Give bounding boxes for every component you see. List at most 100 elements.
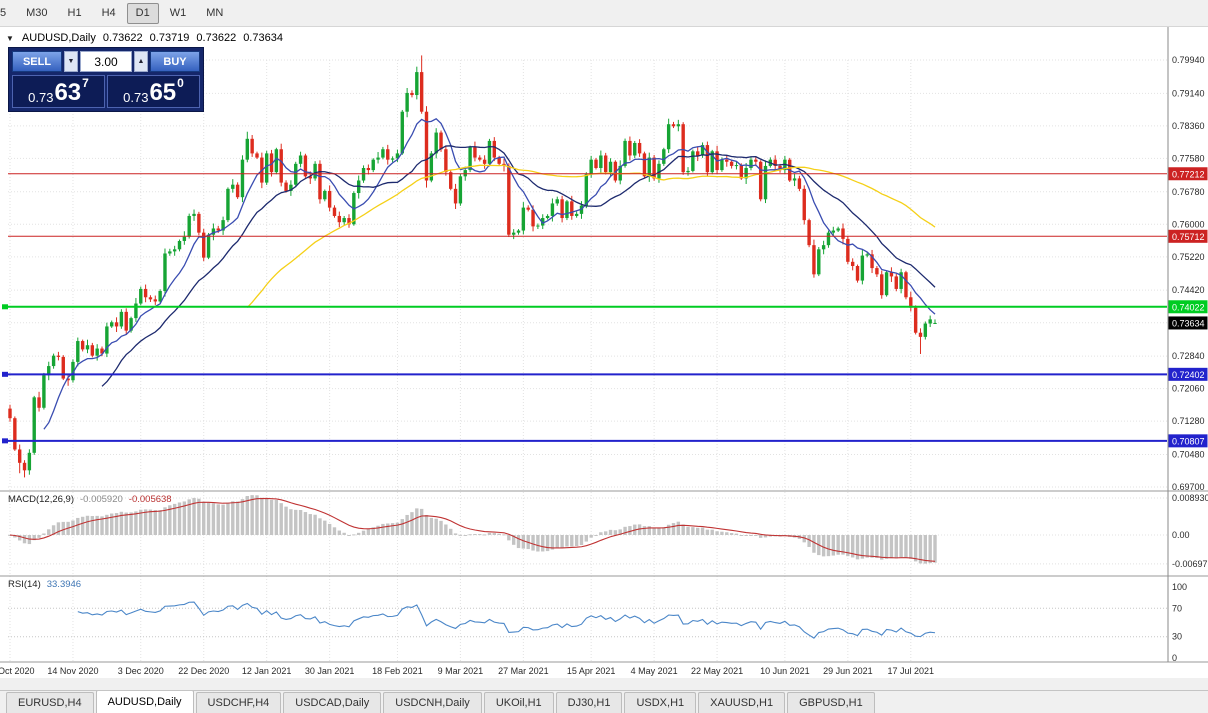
horizontal-level-lines[interactable] [2,173,1167,444]
svg-text:0.72840: 0.72840 [1172,351,1205,361]
macd-signal-line [9,497,936,562]
timeframe-button-m30[interactable]: M30 [26,7,48,19]
svg-text:29 Jun 2021: 29 Jun 2021 [823,666,873,676]
rsi-title: RSI(14) [8,579,41,590]
svg-text:17 Jul 2021: 17 Jul 2021 [888,666,935,676]
svg-text:0.76780: 0.76780 [1172,187,1205,197]
svg-text:0.77212: 0.77212 [1172,169,1205,179]
svg-text:0.79940: 0.79940 [1172,55,1205,65]
svg-text:27 Oct 2020: 27 Oct 2020 [0,666,35,676]
sell-price-display[interactable]: 0.73 63 7 [12,75,105,108]
svg-text:22 Dec 2020: 22 Dec 2020 [178,666,229,676]
svg-text:3 Dec 2020: 3 Dec 2020 [118,666,164,676]
timeframe-button-5[interactable]: 5 [0,7,7,19]
svg-text:12 Jan 2021: 12 Jan 2021 [242,666,292,676]
level-price-tag-0.75712 [1168,229,1208,243]
moving-averages-layer [43,117,936,430]
buy-button[interactable]: BUY [150,51,200,72]
svg-text:0.73634: 0.73634 [1172,318,1205,328]
volume-decrement-button[interactable]: ▼ [64,51,78,72]
svg-text:0.74022: 0.74022 [1172,302,1205,312]
chart-tab-eurusd-h4[interactable]: EURUSD,H4 [6,692,94,713]
svg-text:0.76000: 0.76000 [1172,219,1205,229]
price-tags: 0.77212 0.75712 0.74022 0.72402 0.70807 0.736… [1168,167,1208,448]
buy-price-base: 0.73 [123,90,149,105]
svg-text:0.72060: 0.72060 [1172,384,1205,394]
ohlc-high: 0.73719 [149,32,190,44]
one-click-trading-panel: SELL ▼ 3.00 ▲ BUY 0.73 63 7 0.73 65 0 [8,47,204,112]
svg-text:9 Mar 2021: 9 Mar 2021 [438,666,484,676]
svg-text:0.72402: 0.72402 [1172,370,1205,380]
chart-tab-usdx-h1[interactable]: USDX,H1 [624,692,697,713]
svg-text:70: 70 [1172,603,1182,613]
svg-text:10 Jun 2021: 10 Jun 2021 [760,666,810,676]
chart-tab-audusd-daily[interactable]: AUDUSD,Daily [95,691,194,713]
candles-layer [8,55,937,478]
level-price-tag-0.74022 [1168,300,1208,314]
chart-tab-usdcnh-daily[interactable]: USDCNH,Daily [383,692,482,713]
buy-price-pips: 65 [149,79,177,106]
svg-text:-0.00697: -0.00697 [1172,559,1208,569]
current-price-tag [1168,316,1208,330]
svg-text:18 Feb 2021: 18 Feb 2021 [372,666,423,676]
sell-price-base: 0.73 [28,90,54,105]
svg-text:0.70480: 0.70480 [1172,449,1205,459]
chart-tab-gbpusd-h1[interactable]: GBPUSD,H1 [787,692,875,713]
moving-average-20 [101,145,936,387]
level-price-tag-0.72402 [1168,367,1208,381]
chart-tab-xauusd-h1[interactable]: XAUUSD,H1 [698,692,786,713]
ohlc-close: 0.73634 [243,32,283,44]
rsi-pane [8,601,1167,639]
chart-symbol-label: AUDUSD,Daily [21,32,96,44]
chart-tab-usdchf-h4[interactable]: USDCHF,H4 [195,692,282,713]
rsi-indicator-label: RSI(14) 33.3946 [8,579,81,590]
sell-button[interactable]: SELL [12,51,62,72]
rsi-line [77,601,936,639]
svg-text:0: 0 [1172,653,1177,663]
sell-price-pips: 63 [54,79,82,106]
svg-text:0.008930: 0.008930 [1172,493,1208,503]
rsi-value: 33.3946 [46,579,82,590]
svg-text:0.69700: 0.69700 [1172,482,1205,492]
buy-price-display[interactable]: 0.73 65 0 [107,75,200,108]
ohlc-open: 0.73622 [102,32,143,44]
svg-text:14 Nov 2020: 14 Nov 2020 [47,666,98,676]
svg-text:0.77580: 0.77580 [1172,153,1205,163]
macd-signal-value: -0.005638 [128,494,172,505]
svg-text:30 Jan 2021: 30 Jan 2021 [305,666,355,676]
one-click-trading-toggle-icon[interactable]: ▼ [6,33,14,43]
chart-tab-usdcad-daily[interactable]: USDCAD,Daily [283,692,382,713]
timeframe-button-h4[interactable]: H4 [101,7,116,19]
timeframe-button-mn[interactable]: MN [206,7,224,19]
macd-main-value: -0.005920 [80,494,123,505]
timeframe-toolbar: 5 M30 H1 H4 D1 W1 MN [0,0,1208,27]
svg-text:0.70807: 0.70807 [1172,436,1205,446]
chart-tab-dj30-h1[interactable]: DJ30,H1 [555,692,623,713]
price-chart[interactable]: 0.79940 0.79140 0.78360 0.77580 0.76780 0.760… [0,27,1208,678]
svg-text:0.75712: 0.75712 [1172,232,1205,242]
level-price-tag-0.77212 [1168,167,1208,181]
pane-separators [0,27,1208,663]
svg-text:27 Mar 2021: 27 Mar 2021 [498,666,549,676]
volume-increment-button[interactable]: ▲ [134,51,148,72]
timeframe-button-d1[interactable]: D1 [126,2,159,24]
svg-text:4 May 2021: 4 May 2021 [631,666,678,676]
svg-text:0.74420: 0.74420 [1172,285,1205,295]
chart-panel: 0.79940 0.79140 0.78360 0.77580 0.76780 0.760… [0,27,1208,678]
svg-text:0.71280: 0.71280 [1172,416,1205,426]
level-price-tag-0.70807 [1168,434,1208,448]
axis-labels: 0.79940 0.79140 0.78360 0.77580 0.76780 0.760… [0,55,1208,676]
buy-price-pipette: 0 [177,76,184,90]
timeframe-button-w1[interactable]: W1 [169,7,187,19]
svg-text:100: 100 [1172,582,1187,592]
ohlc-low: 0.73622 [196,32,237,44]
chart-tab-ukoil-h1[interactable]: UKOil,H1 [483,692,554,713]
svg-text:0.75220: 0.75220 [1172,252,1205,262]
chart-tabs: EURUSD,H4 AUDUSD,Daily USDCHF,H4 USDCAD,Dai… [0,690,1208,713]
volume-input[interactable]: 3.00 [80,51,132,72]
svg-text:0.00: 0.00 [1172,530,1190,540]
macd-pane [8,495,1167,565]
svg-text:15 Apr 2021: 15 Apr 2021 [567,666,616,676]
timeframe-button-h1[interactable]: H1 [67,7,82,19]
svg-text:22 May 2021: 22 May 2021 [691,666,743,676]
